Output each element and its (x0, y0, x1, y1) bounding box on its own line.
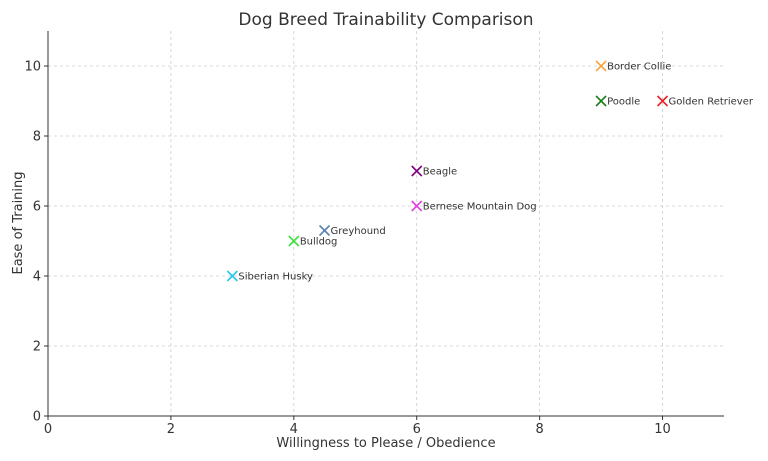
y-tick-label: 8 (33, 130, 41, 145)
x-marker-stroke (656, 95, 669, 107)
x-tick-label: 10 (654, 422, 671, 437)
data-point: Greyhound (318, 224, 386, 237)
data-point: Bernese Mountain Dog (411, 200, 537, 213)
point-label: Siberian Husky (238, 272, 313, 283)
x-marker-stroke (595, 60, 607, 72)
data-point: Bulldog (288, 235, 338, 248)
x-axis-label: Willingness to Please / Obedience (276, 436, 495, 451)
point-label: Border Collie (607, 62, 671, 73)
point-label: Bulldog (300, 237, 338, 248)
data-point: Border Collie (595, 60, 671, 73)
x-tick-label: 6 (413, 422, 421, 437)
x-tick-label: 4 (290, 422, 298, 437)
data-point: Poodle (595, 95, 640, 108)
x-marker-stroke (288, 235, 300, 247)
chart-title: Dog Breed Trainability Comparison (238, 10, 533, 30)
x-marker-stroke (411, 200, 423, 212)
x-marker-stroke (595, 95, 607, 107)
point-label: Beagle (423, 167, 457, 178)
data-point: Golden Retriever (656, 95, 754, 108)
axes (47, 31, 724, 417)
y-tick-label: 10 (24, 60, 41, 75)
x-tick-label: 0 (44, 422, 52, 437)
y-tick-label: 0 (33, 410, 41, 425)
y-tick-label: 4 (33, 270, 41, 285)
point-label: Golden Retriever (669, 97, 754, 108)
y-tick-label: 6 (33, 200, 41, 215)
x-tick-label: 8 (535, 422, 543, 437)
point-label: Bernese Mountain Dog (423, 202, 537, 213)
y-axis-label: Ease of Training (11, 171, 26, 274)
x-marker-stroke (318, 224, 331, 237)
ticks: 0 2 4 6 8 10 0 2 4 6 8 10 (24, 60, 670, 438)
x-tick-label: 2 (167, 422, 175, 437)
x-marker-stroke (226, 270, 238, 282)
point-label: Greyhound (331, 226, 386, 237)
grid (48, 31, 724, 416)
y-tick-label: 2 (33, 340, 41, 355)
data-points: Border Collie Poodle Golden Retriever Beagl… (226, 60, 754, 283)
data-point: Beagle (411, 165, 457, 178)
x-marker-stroke (411, 165, 423, 177)
point-label: Poodle (607, 97, 640, 108)
data-point: Siberian Husky (226, 270, 313, 283)
